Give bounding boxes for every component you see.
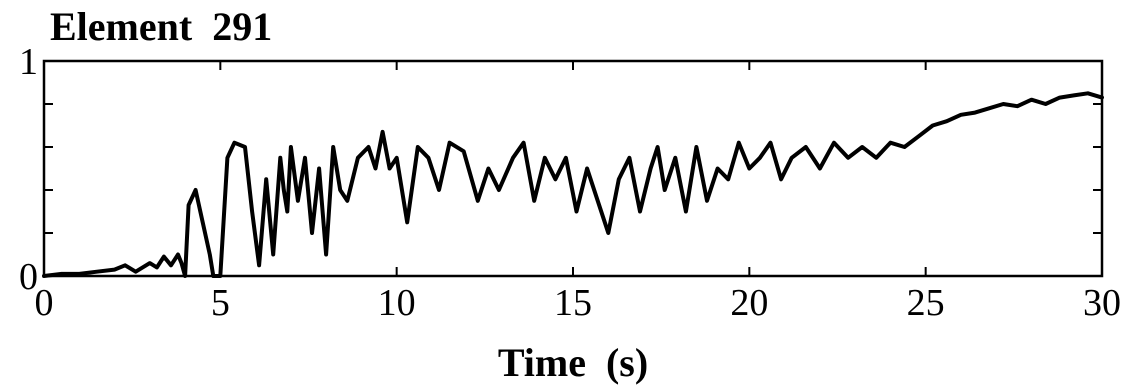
x-tick-label: 15: [554, 282, 592, 324]
x-tick-label: 10: [378, 282, 416, 324]
x-ticks: 0 5 10 15 20 25 30: [35, 61, 1121, 324]
x-tick-label: 20: [730, 282, 768, 324]
series-line: [42, 91, 1104, 278]
y-tick-label: 1: [19, 41, 38, 83]
x-tick-label: 5: [211, 282, 230, 324]
plot-frame: [42, 59, 1104, 278]
chart-title: Element 291: [50, 4, 272, 49]
x-tick-label: 30: [1083, 282, 1121, 324]
x-tick-label: 25: [907, 282, 945, 324]
x-tick-label: 0: [35, 282, 54, 324]
y-tick-label: 0: [19, 256, 38, 298]
x-axis-label: Time (s): [498, 340, 648, 385]
